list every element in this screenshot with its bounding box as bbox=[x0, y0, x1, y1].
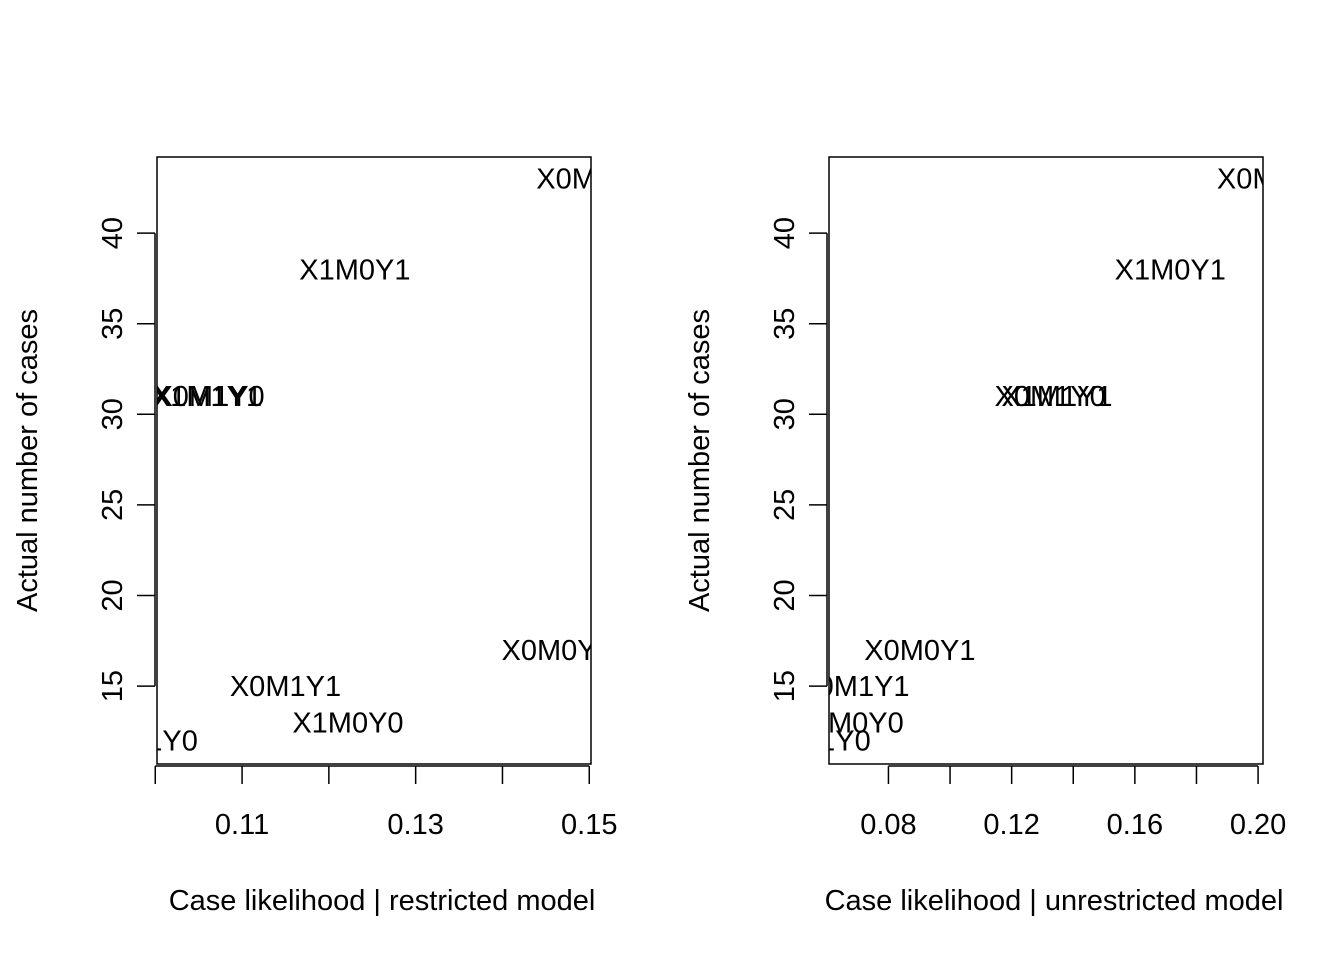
x-tick-label: 0.13 bbox=[387, 809, 443, 841]
y-tick-label: 25 bbox=[97, 489, 129, 521]
x-tick-label: 0.20 bbox=[1230, 809, 1286, 841]
point-label: X1M0Y0 bbox=[292, 707, 403, 739]
y-tick-label: 15 bbox=[769, 670, 801, 702]
chart-panel-unrestricted: 0.08 0.12 0.16 0.20 15 20 25 30 35 40 Case likelih… bbox=[684, 156, 1328, 917]
point-label: X0M0Y0 bbox=[536, 164, 647, 196]
plot-frame bbox=[828, 156, 1264, 765]
point-label: X1M1Y1 bbox=[151, 381, 262, 413]
y-tick-label: 25 bbox=[769, 489, 801, 521]
y-axis-title: Actual number of cases bbox=[684, 309, 716, 612]
y-axis-title: Actual number of cases bbox=[12, 309, 44, 612]
y-tick-label: 40 bbox=[769, 217, 801, 249]
x-tick-label: 0.11 bbox=[215, 809, 269, 841]
x-axis-title: Case likelihood | unrestricted model bbox=[825, 885, 1284, 917]
y-tick-label: 35 bbox=[97, 308, 129, 340]
chart-panel-restricted: 0.11 0.13 0.15 15 20 25 30 35 40 Case likelihood … bbox=[12, 156, 647, 917]
point-label: X0M0Y1 bbox=[502, 635, 613, 667]
x-tick-label: 0.16 bbox=[1107, 809, 1163, 841]
x-tick-label: 0.15 bbox=[561, 809, 617, 841]
y-tick-label: 30 bbox=[97, 398, 129, 430]
y-tick-label: 40 bbox=[97, 217, 129, 249]
y-tick-label: 30 bbox=[769, 398, 801, 430]
point-label: X0M1Y1 bbox=[230, 671, 341, 703]
x-tick-label: 0.12 bbox=[983, 809, 1039, 841]
y-tick-label: 35 bbox=[769, 308, 801, 340]
point-label: X1M1Y1 bbox=[1001, 381, 1112, 413]
point-label: X0M0Y0 bbox=[1217, 164, 1328, 196]
y-tick-label: 20 bbox=[97, 579, 129, 611]
plot-frame bbox=[156, 156, 592, 765]
point-label: X1M1Y0 bbox=[760, 725, 871, 757]
point-label: X0M1Y0 bbox=[995, 381, 1106, 413]
point-label: X0M1Y1 bbox=[798, 671, 909, 703]
point-label: X1M1Y0 bbox=[87, 725, 198, 757]
y-tick-label: 20 bbox=[769, 579, 801, 611]
point-label: X1M0Y1 bbox=[1115, 254, 1226, 286]
point-label: X0M1Y0 bbox=[153, 381, 264, 413]
point-label: X1M0Y1 bbox=[299, 254, 410, 286]
y-tick-label: 15 bbox=[97, 670, 129, 702]
point-label: X1M0Y0 bbox=[792, 707, 903, 739]
x-axis-title: Case likelihood | restricted model bbox=[169, 885, 596, 917]
x-tick-label: 0.08 bbox=[860, 809, 916, 841]
point-label: X0M0Y1 bbox=[864, 635, 975, 667]
